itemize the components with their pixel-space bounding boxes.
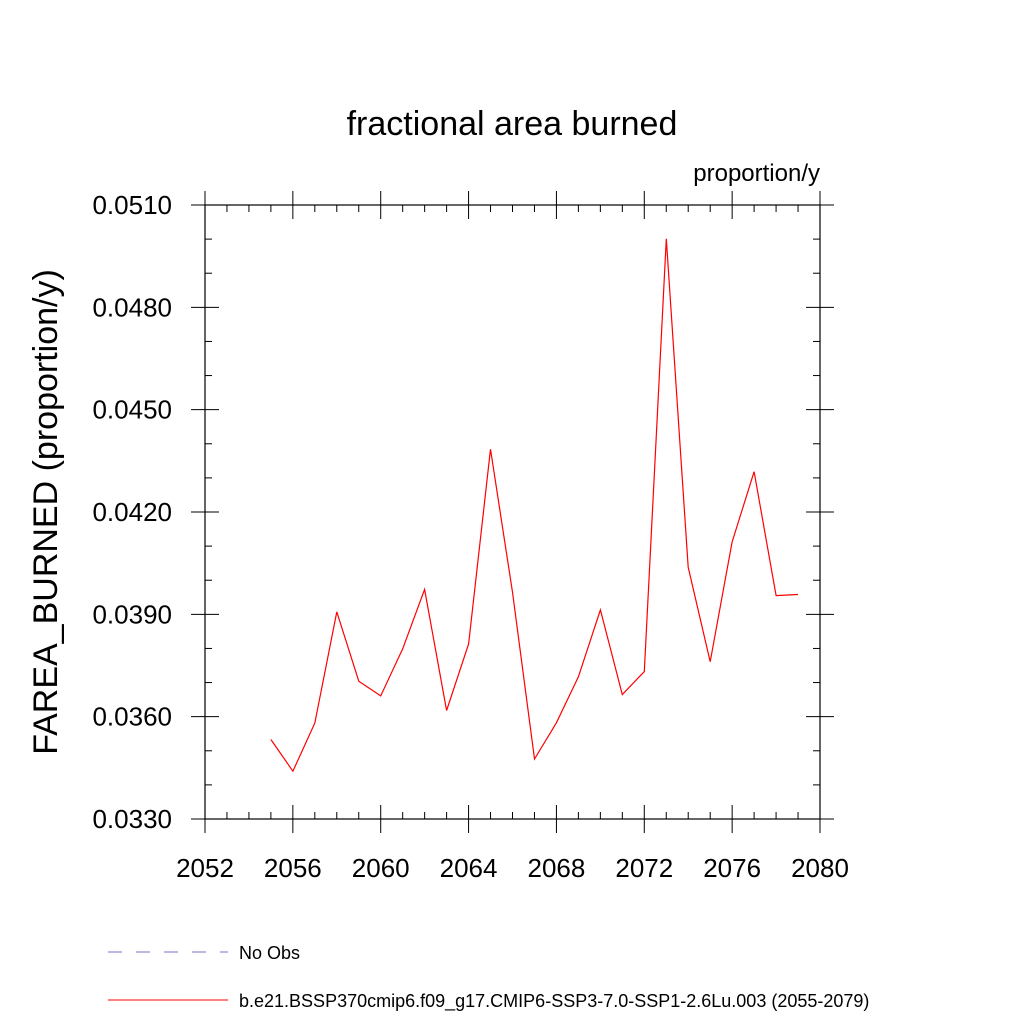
y-tick-label: 0.0330: [92, 804, 172, 834]
plot-frame: [204, 204, 821, 820]
y-tick-labels: 0.0330 0.0360 0.0390 0.0420 0.0450 0.0480 0.05…: [92, 190, 172, 834]
x-tick-label: 2052: [176, 853, 234, 883]
x-tick-label: 2056: [264, 853, 322, 883]
legend-label: b.e21.BSSP370cmip6.f09_g17.CMIP6-SSP3-7.…: [239, 991, 869, 1012]
y-tick-label: 0.0480: [92, 292, 172, 322]
x-tick-label: 2060: [352, 853, 410, 883]
series-lines: [270, 238, 799, 773]
units-label: proportion/y: [693, 160, 820, 187]
x-tick-labels: 2052 2056 2060 2064 2068 2072 2076 2080: [176, 853, 849, 883]
legend-label: No Obs: [239, 943, 300, 963]
axis-ticks: [191, 191, 834, 833]
y-tick-label: 0.0450: [92, 395, 172, 425]
chart-title: fractional area burned: [347, 105, 678, 143]
x-tick-label: 2064: [440, 853, 498, 883]
x-tick-label: 2076: [703, 853, 761, 883]
series-line: [270, 238, 799, 773]
y-tick-label: 0.0510: [92, 190, 172, 220]
x-tick-label: 2072: [615, 853, 673, 883]
y-tick-label: 0.0420: [92, 497, 172, 527]
y-tick-label: 0.0360: [92, 702, 172, 732]
y-tick-label: 0.0390: [92, 599, 172, 629]
legend: No Obs b.e21.BSSP370cmip6.f09_g17.CMIP6-S…: [108, 943, 869, 1012]
y-axis-label: FAREA_BURNED (proportion/y): [27, 269, 65, 755]
x-tick-label: 2068: [528, 853, 586, 883]
x-tick-label: 2080: [791, 853, 849, 883]
